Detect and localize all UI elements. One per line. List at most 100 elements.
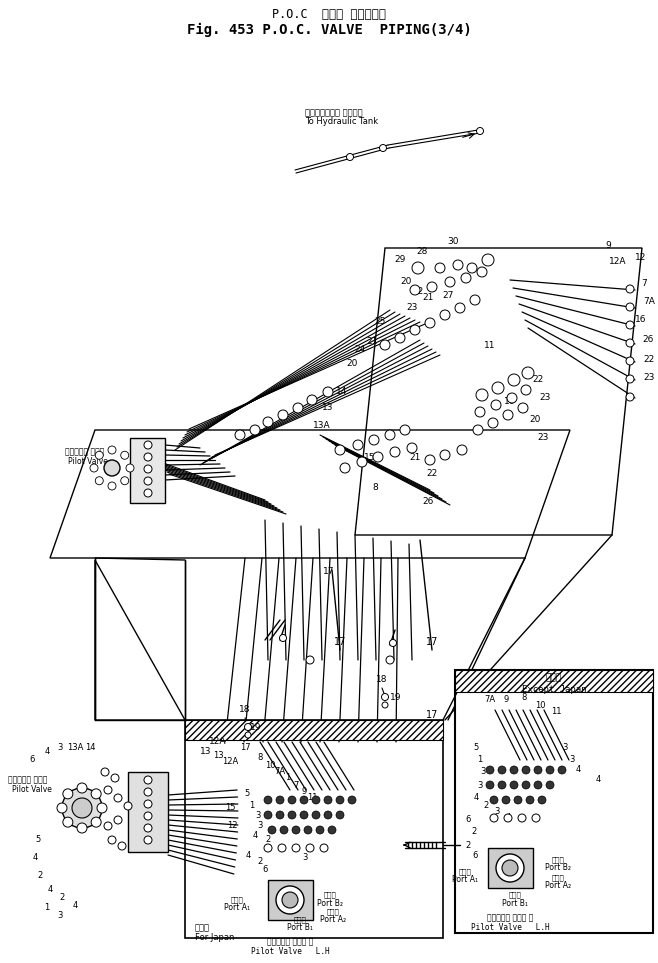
Circle shape (482, 254, 494, 266)
Circle shape (518, 403, 528, 413)
Text: 22: 22 (532, 376, 544, 384)
Circle shape (144, 788, 152, 796)
Text: 6: 6 (472, 850, 478, 860)
Text: 10: 10 (265, 761, 275, 769)
Text: 30: 30 (447, 238, 459, 247)
Text: 6: 6 (263, 866, 268, 874)
Circle shape (385, 430, 395, 440)
Text: 5: 5 (473, 743, 478, 752)
Text: 24: 24 (355, 346, 366, 354)
Text: Port A₂: Port A₂ (545, 881, 571, 891)
Circle shape (307, 395, 317, 405)
Circle shape (72, 798, 92, 818)
Text: ポート: ポート (551, 874, 565, 881)
Circle shape (475, 407, 485, 417)
Circle shape (306, 656, 314, 664)
Circle shape (440, 310, 450, 320)
Text: 20: 20 (346, 358, 358, 368)
Circle shape (357, 457, 367, 467)
Circle shape (492, 382, 504, 394)
Bar (268, 880, 313, 920)
Circle shape (316, 826, 324, 834)
Text: 6: 6 (30, 756, 35, 765)
Circle shape (292, 826, 300, 834)
Bar (185, 720, 443, 740)
Circle shape (373, 452, 383, 462)
Text: ポート: ポート (509, 892, 521, 898)
Text: 23: 23 (538, 433, 549, 443)
Text: 21: 21 (422, 294, 434, 302)
Circle shape (235, 430, 245, 440)
Circle shape (521, 385, 531, 395)
Circle shape (95, 452, 103, 459)
Text: 14: 14 (85, 743, 95, 752)
Circle shape (440, 450, 450, 460)
Circle shape (503, 410, 513, 420)
Circle shape (323, 387, 333, 397)
Circle shape (120, 452, 129, 459)
Text: 11: 11 (307, 794, 317, 802)
Circle shape (144, 465, 152, 473)
Text: 2: 2 (484, 801, 489, 811)
Text: Except Japan: Except Japan (522, 686, 586, 694)
Text: 13: 13 (213, 750, 223, 760)
Circle shape (457, 445, 467, 455)
Circle shape (264, 796, 272, 804)
Circle shape (278, 844, 286, 852)
Circle shape (347, 153, 353, 161)
Text: 2: 2 (265, 836, 270, 845)
Circle shape (486, 781, 494, 789)
Text: ポート: ポート (326, 909, 340, 915)
Circle shape (508, 374, 520, 386)
Circle shape (510, 766, 518, 774)
Bar (130, 438, 165, 503)
Circle shape (626, 357, 634, 365)
Circle shape (324, 796, 332, 804)
Text: 21: 21 (367, 337, 378, 347)
Circle shape (97, 803, 107, 813)
Text: 27: 27 (442, 291, 453, 299)
Circle shape (101, 768, 109, 776)
Text: 13: 13 (200, 747, 212, 757)
Text: 14: 14 (336, 387, 347, 397)
Circle shape (470, 295, 480, 305)
Text: パイロット ハルフ: パイロット ハルフ (65, 448, 105, 456)
Text: 22: 22 (426, 469, 438, 478)
Circle shape (626, 321, 634, 329)
Text: Pilot Valve: Pilot Valve (68, 457, 108, 466)
Text: 12A: 12A (209, 738, 227, 746)
Circle shape (293, 403, 303, 413)
Circle shape (124, 802, 132, 810)
Text: 4: 4 (253, 830, 258, 840)
Text: 3: 3 (57, 910, 63, 920)
Text: 23: 23 (644, 374, 655, 382)
Circle shape (491, 400, 501, 410)
Text: 4: 4 (47, 886, 53, 895)
Text: 1: 1 (477, 756, 482, 765)
Circle shape (292, 844, 300, 852)
Circle shape (476, 127, 484, 135)
Circle shape (445, 277, 455, 287)
Text: 28: 28 (417, 247, 428, 256)
Text: 10: 10 (535, 700, 545, 710)
Text: 23: 23 (406, 303, 418, 313)
Circle shape (386, 656, 394, 664)
Circle shape (453, 260, 463, 270)
Text: 2: 2 (257, 857, 263, 867)
Circle shape (144, 441, 152, 449)
Circle shape (300, 796, 308, 804)
Text: 3: 3 (57, 743, 63, 752)
Circle shape (336, 811, 344, 819)
Text: 16: 16 (635, 316, 647, 325)
Circle shape (558, 766, 566, 774)
Circle shape (410, 285, 420, 295)
Circle shape (486, 766, 494, 774)
Text: Port B₂: Port B₂ (545, 864, 571, 872)
Text: Pilot Valve: Pilot Valve (12, 786, 52, 794)
Text: Port B₁: Port B₁ (502, 898, 528, 907)
Text: For Japan: For Japan (195, 932, 234, 942)
Circle shape (626, 375, 634, 383)
Circle shape (288, 796, 296, 804)
Bar (185, 720, 443, 938)
Circle shape (62, 788, 102, 828)
